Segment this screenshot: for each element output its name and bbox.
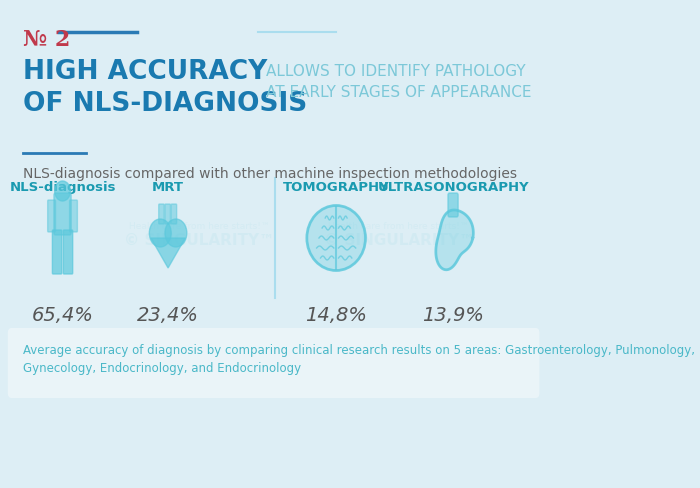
Ellipse shape bbox=[307, 206, 365, 271]
Text: © SINGULARITY™: © SINGULARITY™ bbox=[124, 233, 274, 248]
Text: TOMOGRAPHY: TOMOGRAPHY bbox=[283, 181, 389, 194]
Circle shape bbox=[149, 220, 172, 247]
FancyBboxPatch shape bbox=[165, 204, 170, 224]
FancyBboxPatch shape bbox=[159, 204, 164, 224]
Text: NLS-diagnosis compared with other machine inspection methodologies: NLS-diagnosis compared with other machin… bbox=[24, 167, 517, 181]
Circle shape bbox=[55, 182, 71, 202]
Text: 13,9%: 13,9% bbox=[423, 305, 484, 325]
Text: 14,8%: 14,8% bbox=[305, 305, 367, 325]
Text: © SINGULARITY™: © SINGULARITY™ bbox=[323, 233, 474, 248]
Text: Health care from here starts!™: Health care from here starts!™ bbox=[328, 222, 469, 231]
Text: Health care from here starts!™: Health care from here starts!™ bbox=[129, 222, 270, 231]
Circle shape bbox=[165, 220, 187, 247]
FancyBboxPatch shape bbox=[52, 230, 62, 274]
Text: 23,4%: 23,4% bbox=[137, 305, 199, 325]
Polygon shape bbox=[151, 239, 186, 268]
Text: NLS-diagnosis: NLS-diagnosis bbox=[9, 181, 115, 194]
Polygon shape bbox=[436, 210, 473, 270]
FancyBboxPatch shape bbox=[448, 194, 458, 218]
FancyBboxPatch shape bbox=[172, 204, 176, 224]
Text: ALLOWS TO IDENTIFY PATHOLOGY
AT EARLY STAGES OF APPEARANCE: ALLOWS TO IDENTIFY PATHOLOGY AT EARLY ST… bbox=[266, 64, 531, 100]
FancyBboxPatch shape bbox=[63, 230, 73, 274]
Text: № 2: № 2 bbox=[24, 29, 71, 51]
Text: Average accuracy of diagnosis by comparing clinical research results on 5 areas:: Average accuracy of diagnosis by compari… bbox=[24, 343, 696, 374]
FancyBboxPatch shape bbox=[54, 194, 71, 236]
FancyBboxPatch shape bbox=[48, 201, 55, 232]
FancyBboxPatch shape bbox=[69, 201, 78, 232]
Text: ULTRASONOGRAPHY: ULTRASONOGRAPHY bbox=[377, 181, 529, 194]
Text: HIGH ACCURACY
OF NLS-DIAGNOSIS: HIGH ACCURACY OF NLS-DIAGNOSIS bbox=[24, 59, 308, 117]
FancyBboxPatch shape bbox=[8, 328, 540, 398]
Text: MRT: MRT bbox=[152, 181, 184, 194]
Text: 65,4%: 65,4% bbox=[32, 305, 94, 325]
